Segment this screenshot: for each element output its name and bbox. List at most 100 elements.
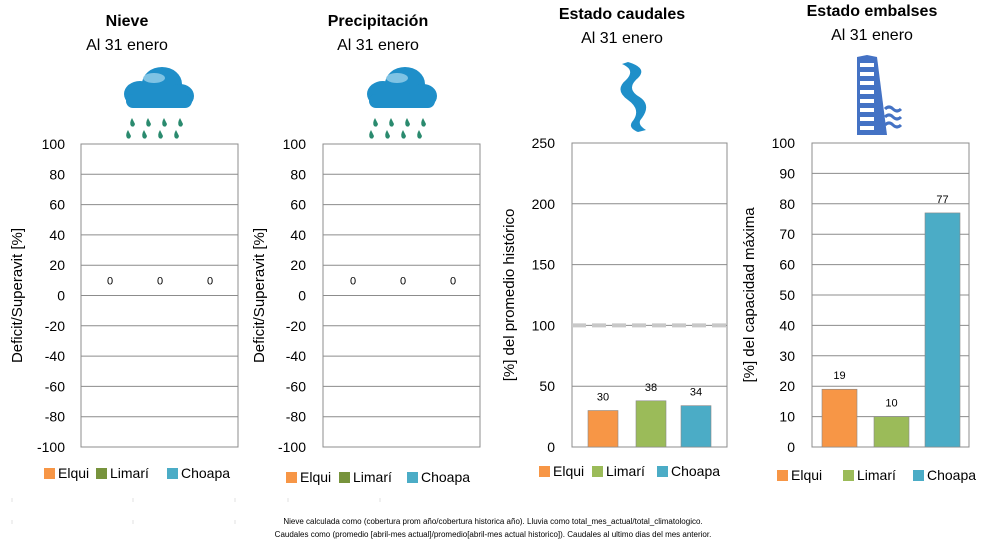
y-tick-label: -40 bbox=[286, 348, 306, 364]
rain-drop bbox=[417, 130, 422, 139]
chart-title: Estado embalses bbox=[807, 3, 938, 20]
cloud-highlight bbox=[143, 73, 165, 83]
rain-drop bbox=[162, 118, 167, 127]
y-tick-label: 50 bbox=[779, 287, 795, 303]
rain-drop bbox=[421, 118, 426, 127]
rain-drop bbox=[126, 130, 131, 139]
legend-swatch bbox=[44, 468, 55, 479]
water-wave bbox=[883, 113, 903, 121]
legend-label: Limarí bbox=[606, 463, 645, 479]
rain-cloud-icon bbox=[124, 67, 194, 139]
y-tick-label: 100 bbox=[42, 136, 66, 152]
y-tick-label: 80 bbox=[290, 166, 306, 182]
y-tick-label: -100 bbox=[37, 439, 65, 455]
dam-window bbox=[860, 99, 874, 103]
y-axis-label: Deficit/Superavit [%] bbox=[9, 228, 26, 363]
y-tick-label: 0 bbox=[298, 288, 306, 304]
bar-choapa bbox=[680, 405, 712, 448]
legend-label: Elqui bbox=[300, 469, 331, 485]
chart-caudales: Estado caudales Al 31 enero 250 200 150 100 50… bbox=[501, 6, 728, 479]
y-tick-label: 0 bbox=[57, 288, 65, 304]
y-tick-label: 40 bbox=[779, 317, 795, 333]
rain-drop bbox=[401, 130, 406, 139]
dam-window bbox=[860, 81, 874, 85]
rain-drop bbox=[385, 130, 390, 139]
chart-subtitle: Al 31 enero bbox=[86, 37, 168, 54]
chart-subtitle: Al 31 enero bbox=[831, 27, 913, 44]
cloud-base bbox=[369, 94, 435, 108]
y-axis-label: [%] del capacidad máxima bbox=[741, 207, 758, 383]
y-tick-label: 250 bbox=[532, 135, 556, 151]
y-tick-label: 70 bbox=[779, 226, 795, 242]
dam-window bbox=[860, 108, 874, 112]
legend-swatch bbox=[777, 470, 788, 481]
y-tick-label: -100 bbox=[278, 439, 306, 455]
rain-drop bbox=[405, 118, 410, 127]
legend-swatch bbox=[96, 468, 107, 479]
water-wave bbox=[883, 121, 903, 129]
dam-window bbox=[860, 117, 874, 121]
legend-swatch bbox=[339, 472, 350, 483]
rain-cloud-icon bbox=[367, 67, 437, 139]
dam-window bbox=[860, 90, 874, 94]
rain-drop bbox=[389, 118, 394, 127]
chart-title: Nieve bbox=[106, 13, 149, 30]
river-shape bbox=[620, 62, 647, 132]
y-tick-label: 50 bbox=[539, 378, 555, 394]
rain-drop bbox=[174, 130, 179, 139]
dam-window bbox=[860, 63, 874, 67]
legend-label: Limarí bbox=[353, 469, 392, 485]
data-label: 0 bbox=[207, 275, 213, 287]
legend-label: Elqui bbox=[58, 465, 89, 481]
y-tick-label: -80 bbox=[45, 409, 65, 425]
data-label: 10 bbox=[885, 398, 897, 410]
chart-precipitacion: Precipitación Al 31 enero 100 80 60 40 20 0 -20 -… bbox=[251, 13, 481, 485]
chart-subtitle: Al 31 enero bbox=[581, 30, 663, 47]
chart-nieve: Nieve Al 31 enero 100 80 60 40 20 0 -20 -40 -60 -80… bbox=[9, 13, 239, 481]
bar-elqui bbox=[821, 388, 858, 448]
bar-limari bbox=[873, 416, 910, 448]
y-tick-label: 20 bbox=[49, 257, 65, 273]
y-tick-label: 20 bbox=[290, 257, 306, 273]
bar-choapa bbox=[924, 212, 961, 448]
cloud-highlight bbox=[386, 73, 408, 83]
y-tick-label: 20 bbox=[779, 378, 795, 394]
y-tick-label: -20 bbox=[45, 318, 65, 334]
rain-drop bbox=[158, 130, 163, 139]
rain-drop bbox=[146, 118, 151, 127]
legend-label: Choapa bbox=[671, 463, 720, 479]
legend-swatch bbox=[539, 466, 550, 477]
rain-drop bbox=[373, 118, 378, 127]
legend-swatch bbox=[657, 466, 668, 477]
data-label: 19 bbox=[833, 370, 845, 382]
y-tick-label: 100 bbox=[283, 136, 307, 152]
y-tick-label: -40 bbox=[45, 348, 65, 364]
y-tick-label: 90 bbox=[779, 165, 795, 181]
legend-label: Choapa bbox=[421, 469, 470, 485]
y-axis-label: Deficit/Superavit [%] bbox=[251, 228, 268, 363]
legend-label: Limarí bbox=[110, 465, 149, 481]
legend-swatch bbox=[407, 472, 418, 483]
rain-drop bbox=[369, 130, 374, 139]
data-label: 0 bbox=[157, 275, 163, 287]
y-tick-label: 60 bbox=[49, 197, 65, 213]
y-axis-label: [%] del promedio histórico bbox=[501, 209, 518, 382]
legend-label: Choapa bbox=[927, 467, 976, 483]
y-tick-label: 100 bbox=[772, 135, 796, 151]
data-label: 38 bbox=[645, 382, 657, 394]
legend-swatch bbox=[167, 468, 178, 479]
chart-title: Estado caudales bbox=[559, 6, 685, 23]
y-tick-label: -20 bbox=[286, 318, 306, 334]
data-label: 0 bbox=[350, 275, 356, 287]
legend-swatch bbox=[286, 472, 297, 483]
y-tick-label: 60 bbox=[779, 257, 795, 273]
y-tick-label: -60 bbox=[286, 378, 306, 394]
y-tick-label: 40 bbox=[290, 227, 306, 243]
data-label: 0 bbox=[450, 275, 456, 287]
dam-window bbox=[860, 72, 874, 76]
cloud-base bbox=[126, 94, 192, 108]
rain-drop bbox=[130, 118, 135, 127]
